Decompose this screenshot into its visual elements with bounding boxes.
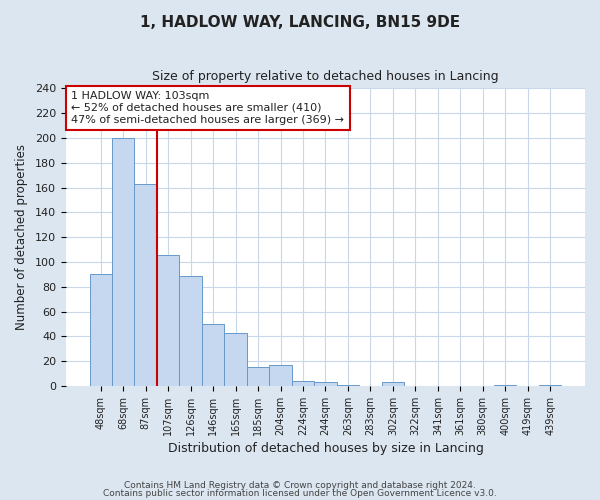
Bar bbox=[112, 138, 134, 386]
Title: Size of property relative to detached houses in Lancing: Size of property relative to detached ho… bbox=[152, 70, 499, 83]
Text: Contains public sector information licensed under the Open Government Licence v3: Contains public sector information licen… bbox=[103, 489, 497, 498]
Bar bbox=[179, 276, 202, 386]
Y-axis label: Number of detached properties: Number of detached properties bbox=[15, 144, 28, 330]
Bar bbox=[224, 332, 247, 386]
Bar bbox=[269, 365, 292, 386]
Bar bbox=[494, 384, 517, 386]
Bar bbox=[157, 254, 179, 386]
Bar bbox=[382, 382, 404, 386]
Bar bbox=[539, 384, 562, 386]
Bar bbox=[247, 368, 269, 386]
X-axis label: Distribution of detached houses by size in Lancing: Distribution of detached houses by size … bbox=[167, 442, 484, 455]
Text: Contains HM Land Registry data © Crown copyright and database right 2024.: Contains HM Land Registry data © Crown c… bbox=[124, 480, 476, 490]
Text: 1, HADLOW WAY, LANCING, BN15 9DE: 1, HADLOW WAY, LANCING, BN15 9DE bbox=[140, 15, 460, 30]
Bar bbox=[134, 184, 157, 386]
Bar bbox=[314, 382, 337, 386]
Bar bbox=[337, 384, 359, 386]
Bar bbox=[89, 274, 112, 386]
Bar bbox=[202, 324, 224, 386]
Bar bbox=[292, 381, 314, 386]
Text: 1 HADLOW WAY: 103sqm
← 52% of detached houses are smaller (410)
47% of semi-deta: 1 HADLOW WAY: 103sqm ← 52% of detached h… bbox=[71, 92, 344, 124]
